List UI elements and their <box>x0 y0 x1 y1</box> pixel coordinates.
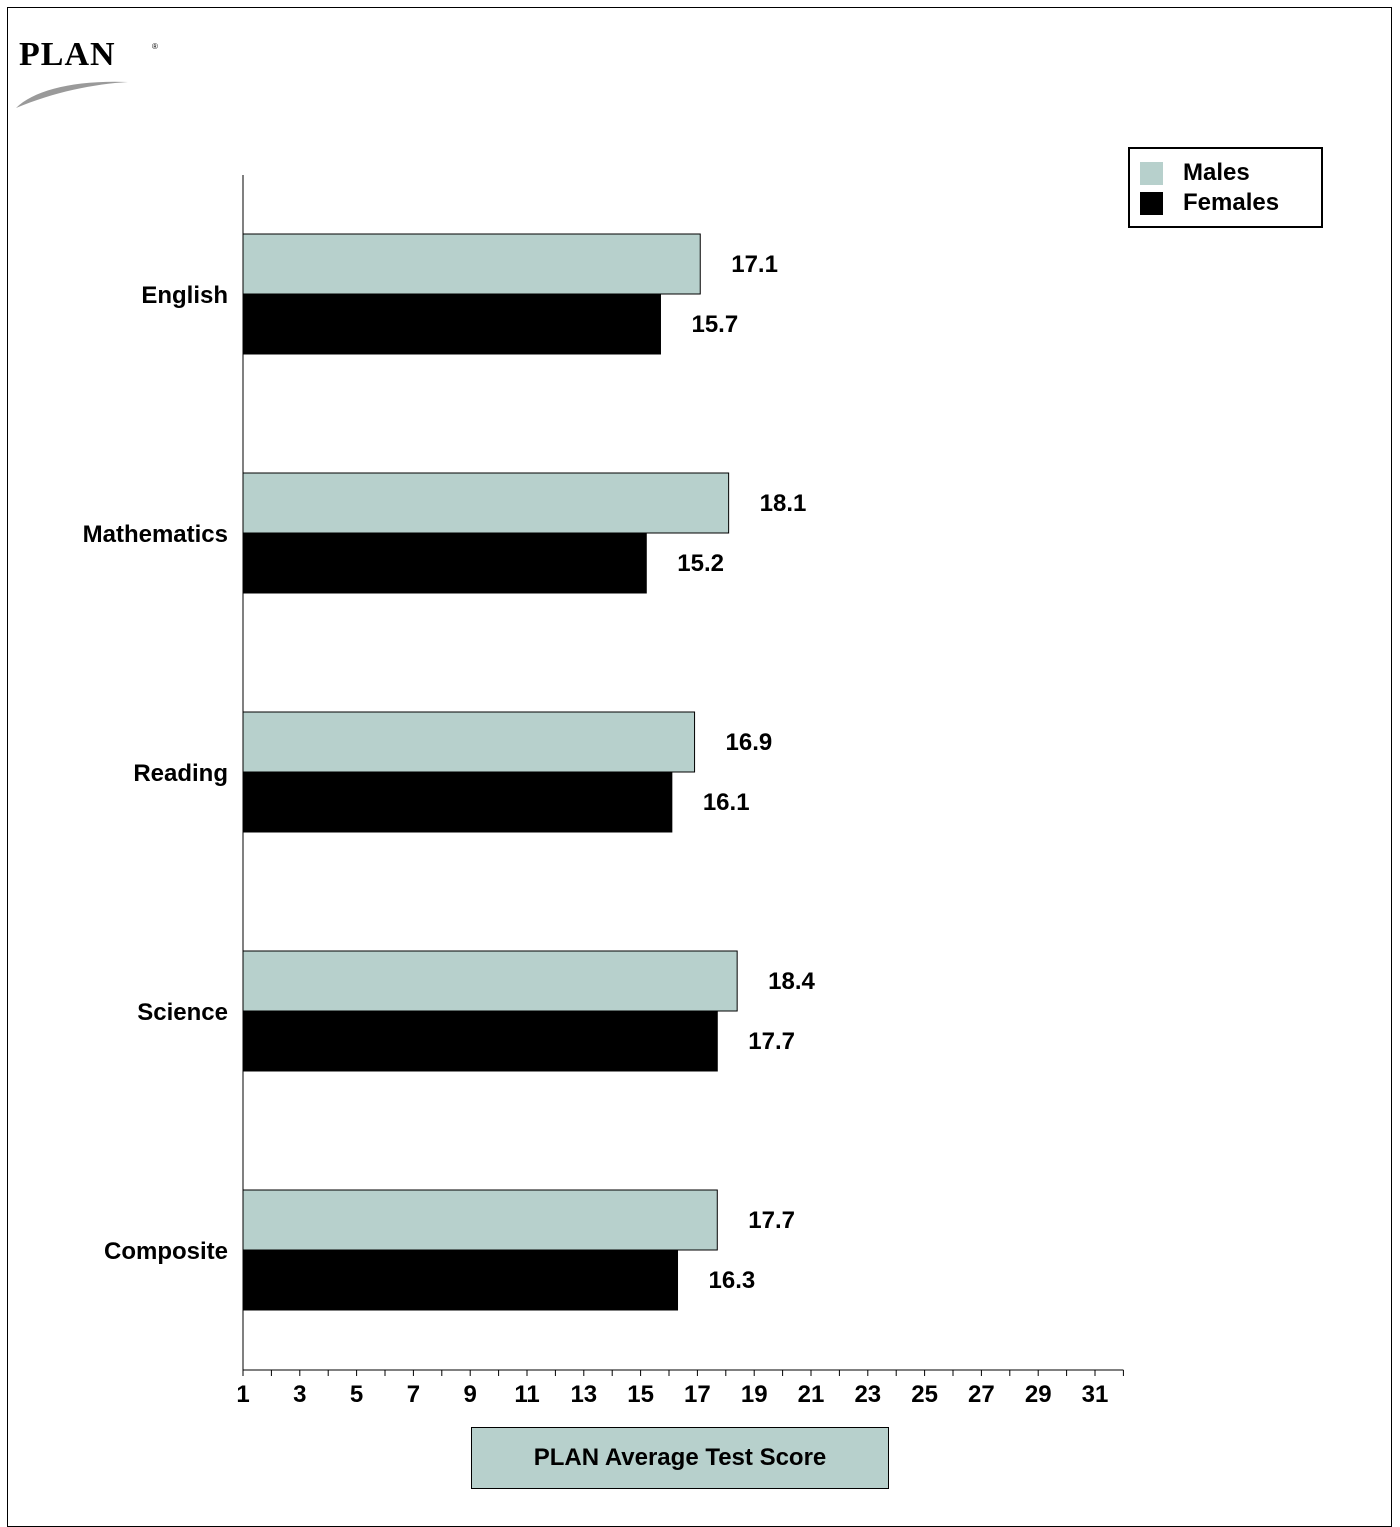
legend-label-males: Males <box>1183 159 1250 186</box>
data-label-males: 17.1 <box>731 251 778 278</box>
bar-females <box>242 1010 718 1072</box>
legend-swatch-females <box>1140 191 1163 215</box>
x-tick-label: 11 <box>514 1381 539 1408</box>
x-tick-label: 3 <box>293 1381 306 1408</box>
data-label-females: 15.2 <box>677 550 724 577</box>
data-label-males: 16.9 <box>726 729 773 756</box>
category-label: English <box>141 282 228 309</box>
bar-males <box>242 711 696 773</box>
x-tick-label: 13 <box>570 1381 597 1408</box>
category-label: Mathematics <box>83 521 228 548</box>
category-label: Reading <box>133 760 228 787</box>
bar-females <box>242 293 661 355</box>
category-label: Composite <box>104 1238 228 1265</box>
bar-males <box>242 233 701 295</box>
bar-females <box>242 532 647 594</box>
data-label-males: 18.1 <box>760 490 807 517</box>
x-tick-label: 21 <box>798 1381 825 1408</box>
x-tick-label: 29 <box>1025 1381 1052 1408</box>
data-label-males: 18.4 <box>768 968 815 995</box>
bar-males <box>242 472 730 534</box>
x-axis-title: PLAN Average Test Score <box>471 1427 889 1489</box>
x-tick-label: 31 <box>1082 1381 1109 1408</box>
legend-item-males: Males <box>1140 159 1250 187</box>
x-tick-label: 5 <box>350 1381 363 1408</box>
legend: Males Females <box>1128 147 1323 228</box>
data-label-females: 16.3 <box>709 1267 756 1294</box>
x-tick-label: 23 <box>854 1381 881 1408</box>
x-tick-label: 9 <box>464 1381 477 1408</box>
bar-females <box>242 1249 679 1311</box>
bar-females <box>242 771 673 833</box>
x-tick-label: 27 <box>968 1381 995 1408</box>
logo-registered-mark: ® <box>152 42 158 51</box>
data-label-males: 17.7 <box>748 1207 795 1234</box>
bar-males <box>242 1189 718 1251</box>
x-tick-label: 1 <box>236 1381 249 1408</box>
x-tick-label: 17 <box>684 1381 711 1408</box>
data-label-females: 17.7 <box>748 1028 795 1055</box>
x-tick-label: 7 <box>407 1381 420 1408</box>
legend-item-females: Females <box>1140 189 1279 217</box>
logo-swoosh-icon <box>16 81 128 108</box>
legend-swatch-males <box>1140 161 1163 185</box>
data-label-females: 15.7 <box>691 311 738 338</box>
x-tick-label: 19 <box>741 1381 768 1408</box>
x-tick-label: 15 <box>627 1381 654 1408</box>
bar-males <box>242 950 738 1012</box>
data-label-females: 16.1 <box>703 789 750 816</box>
logo-text: PLAN <box>19 36 116 73</box>
x-tick-label: 25 <box>911 1381 938 1408</box>
legend-label-females: Females <box>1183 189 1280 216</box>
category-label: Science <box>137 999 228 1026</box>
